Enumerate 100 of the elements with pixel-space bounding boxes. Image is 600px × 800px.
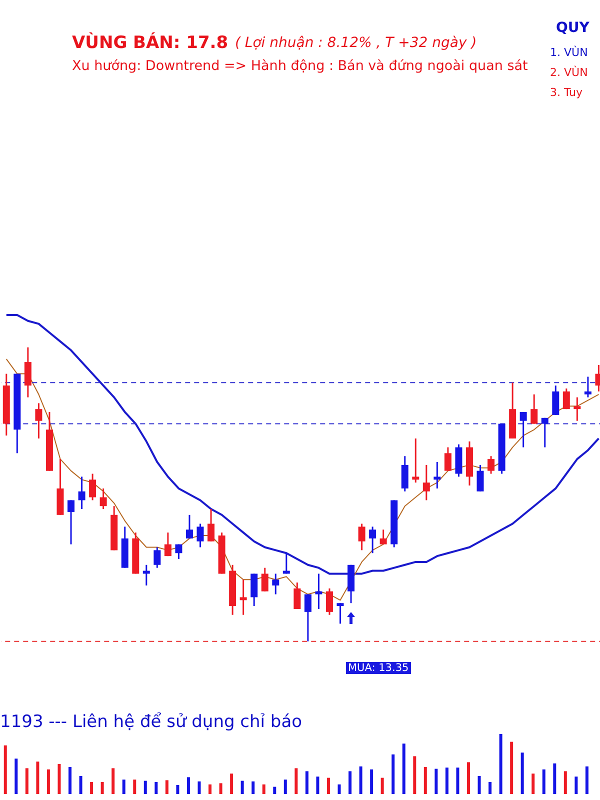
bar: [294, 768, 298, 794]
candlestick: [304, 594, 312, 642]
candlestick: [336, 602, 344, 624]
candlestick: [562, 388, 570, 410]
candlestick: [520, 411, 527, 448]
bar: [478, 776, 481, 794]
candlestick: [358, 522, 366, 551]
bar: [90, 782, 94, 794]
bar: [165, 780, 168, 794]
bar: [176, 785, 180, 794]
bar: [445, 768, 448, 794]
chart-title: VÙNG BÁN: 17.8: [72, 33, 228, 53]
bar: [564, 771, 567, 794]
bar: [284, 780, 287, 794]
bar: [133, 780, 136, 794]
bar: [305, 771, 308, 794]
bar: [122, 780, 126, 794]
bar: [370, 769, 374, 794]
bar: [14, 758, 18, 794]
text: 3. Tuy: [550, 86, 583, 99]
candlestick: [412, 438, 420, 484]
bar: [424, 767, 427, 794]
candlestick: [208, 508, 215, 542]
bar: [359, 766, 362, 794]
bar: [348, 771, 352, 794]
bar: [499, 734, 502, 794]
bar: [553, 763, 556, 794]
candlestick: [488, 455, 495, 475]
text: 2. VÙN: [550, 66, 588, 79]
candlestick: [154, 546, 161, 569]
bar: [58, 764, 61, 794]
bar: [520, 752, 524, 794]
candlestick: [89, 473, 96, 501]
bar: [574, 776, 578, 794]
candlestick: [434, 461, 441, 490]
candlestick: [68, 499, 75, 546]
bar: [434, 768, 438, 794]
bar: [488, 782, 492, 794]
bar: [402, 744, 406, 794]
candlestick: [240, 578, 247, 616]
bar: [112, 768, 115, 794]
candlestick: [315, 572, 322, 610]
candlestick: [78, 476, 86, 510]
bar: [36, 762, 40, 794]
candlestick: [294, 582, 301, 610]
bar: [510, 742, 514, 794]
bar: [144, 780, 147, 794]
text: MUA: 13.35: [346, 662, 411, 674]
bar: [154, 782, 158, 794]
text: 1193 --- Liên hệ để sử dụng chỉ báo: [0, 712, 302, 732]
candlestick: [530, 394, 538, 425]
bar: [456, 768, 460, 794]
bar: [4, 745, 7, 794]
bar: [25, 768, 28, 794]
candlestick: [369, 526, 376, 554]
bar: [316, 776, 320, 794]
candlestick: [541, 417, 548, 448]
candlestick: [401, 455, 408, 492]
candlestick: [196, 522, 204, 548]
bar: [326, 778, 330, 794]
bar: [338, 784, 341, 794]
candlestick: [476, 464, 484, 492]
bar: [230, 774, 234, 794]
bar: [252, 781, 255, 794]
candlestick: [175, 544, 182, 560]
bar: [68, 767, 72, 794]
candlestick: [574, 396, 581, 422]
bar: [413, 756, 416, 794]
bar: [100, 782, 104, 794]
text: QUY: [556, 20, 590, 36]
candlestick: [444, 446, 452, 472]
bar: [585, 766, 588, 794]
candlestick: [24, 346, 32, 398]
candlestick: [584, 376, 592, 398]
bar: [392, 754, 395, 794]
candlestick: [100, 488, 107, 510]
candlestick: [272, 572, 280, 596]
bar: [186, 777, 190, 794]
chart-subtitle: ( Lợi nhuận : 8.12% , T +32 ngày ): [235, 35, 477, 51]
bar: [79, 776, 82, 794]
candlestick: [552, 384, 560, 416]
candlestick: [35, 402, 42, 440]
bar: [240, 780, 244, 794]
text: 1. VÙN: [550, 46, 588, 59]
bar: [46, 769, 50, 794]
candlestick: [164, 532, 172, 557]
bar: [208, 784, 212, 794]
bar: [273, 786, 276, 794]
candlestick: [326, 588, 333, 616]
bar: [262, 784, 266, 794]
text: Xu hướng: Downtrend => Hành động : Bán và đứng ngoài quan sát: [72, 58, 528, 74]
bar: [219, 783, 222, 794]
candlestick: [380, 528, 387, 546]
bar: [542, 769, 546, 794]
candlestick: [250, 572, 258, 607]
bar: [466, 762, 470, 794]
candlestick: [186, 514, 193, 540]
bar: [532, 774, 535, 794]
candlestick: [422, 464, 430, 501]
bar: [380, 778, 384, 794]
